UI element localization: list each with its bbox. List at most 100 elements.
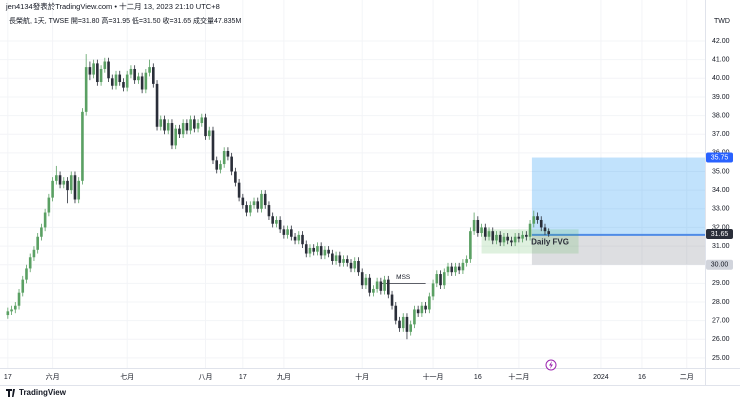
candle-body [260, 193, 263, 209]
y-tick-label: 39.00 [712, 94, 730, 101]
candle-body [495, 234, 498, 241]
x-tick-label: 16 [474, 374, 482, 381]
price-tag-label: 30.00 [711, 262, 729, 269]
candle-body [327, 249, 330, 254]
candle-body [51, 180, 54, 198]
plot-area [0, 0, 705, 368]
x-tick-label: 六月 [46, 372, 60, 381]
candle-body [237, 182, 241, 198]
candle-body [215, 160, 219, 170]
y-tick-label: 35.00 [712, 168, 730, 175]
candle-body [308, 247, 312, 254]
candle-body [152, 67, 155, 84]
candle-body [211, 130, 215, 161]
candle-body [450, 266, 454, 273]
y-tick-label: 37.00 [712, 131, 730, 138]
candle-body [166, 123, 170, 131]
candle-body [282, 229, 286, 235]
candle-body [517, 236, 521, 239]
candle-body [193, 119, 196, 129]
candle-body [342, 259, 345, 263]
candle-body [547, 231, 551, 234]
candle-body [316, 246, 319, 252]
x-tick-label: 十月 [355, 372, 369, 381]
candle-body [487, 231, 491, 237]
x-tick-label: 17 [239, 374, 247, 381]
candle-body [290, 229, 293, 237]
x-tick-label: 十一月 [423, 372, 444, 381]
candle-body [461, 262, 465, 271]
candle-body [129, 68, 133, 75]
candle-body [241, 197, 245, 206]
y-tick-label: 40.00 [712, 75, 730, 82]
candle-body [390, 294, 394, 306]
candle-body [446, 266, 450, 273]
candle-body [92, 63, 95, 75]
candle-body [114, 74, 118, 86]
candle-body [405, 316, 409, 332]
candle-body [312, 247, 316, 252]
price-tag [706, 228, 733, 239]
candle-body [338, 255, 342, 263]
candle-body [480, 227, 483, 234]
price-tag [706, 152, 733, 163]
candle-body [200, 117, 204, 124]
candle-body [368, 277, 371, 293]
candle-body [196, 123, 200, 129]
y-tick-label: 41.00 [712, 56, 730, 63]
candle-body [502, 236, 506, 243]
candle-body [185, 123, 189, 131]
candle-body [40, 227, 43, 237]
candle-body [13, 305, 17, 310]
candle-body [398, 320, 401, 329]
candle-body [230, 156, 233, 172]
candle-body [416, 309, 420, 314]
candle-body [84, 67, 88, 112]
candle-body [528, 223, 532, 237]
candle-body [331, 253, 334, 261]
candle-body [472, 219, 476, 232]
candle-body [77, 180, 81, 200]
candle-body [510, 240, 513, 243]
candle-body [118, 74, 122, 83]
candle-body [21, 279, 25, 293]
y-tick-label: 42.00 [712, 38, 730, 45]
candle-body [178, 128, 181, 135]
candle-body [349, 262, 353, 269]
candle-body [96, 63, 99, 83]
candle-body [62, 180, 66, 185]
candle-body [189, 119, 192, 131]
candle-body [334, 255, 338, 261]
x-tick-label: 十二月 [508, 372, 529, 381]
candle-body [465, 259, 468, 263]
candle-body [263, 193, 267, 206]
candle-body [32, 249, 36, 258]
target-zone [531, 157, 705, 235]
price-tag [706, 259, 733, 270]
candle-body [148, 67, 151, 73]
y-tick-label: 38.00 [712, 112, 730, 119]
candle-body [401, 316, 405, 329]
candle-body [88, 67, 92, 75]
candle-body [387, 279, 390, 295]
candle-body [155, 83, 159, 127]
candle-body [234, 171, 237, 183]
candle-body [372, 288, 375, 293]
y-tick-label: 25.00 [712, 355, 730, 362]
currency: TWD [714, 18, 730, 25]
candle-body [17, 292, 21, 306]
candle-body [55, 175, 58, 181]
candle-body [278, 219, 282, 230]
candle-body [47, 197, 51, 213]
candle-body [6, 311, 10, 316]
mss-label: MSS [396, 274, 411, 281]
candle-body [521, 234, 524, 239]
candle-body [159, 119, 163, 127]
y-tick-label: 26.00 [712, 336, 730, 343]
candle-body [469, 231, 472, 260]
candle-body [137, 76, 140, 81]
candle-body [491, 231, 495, 241]
candle-body [28, 257, 32, 269]
candle-body [454, 266, 457, 273]
